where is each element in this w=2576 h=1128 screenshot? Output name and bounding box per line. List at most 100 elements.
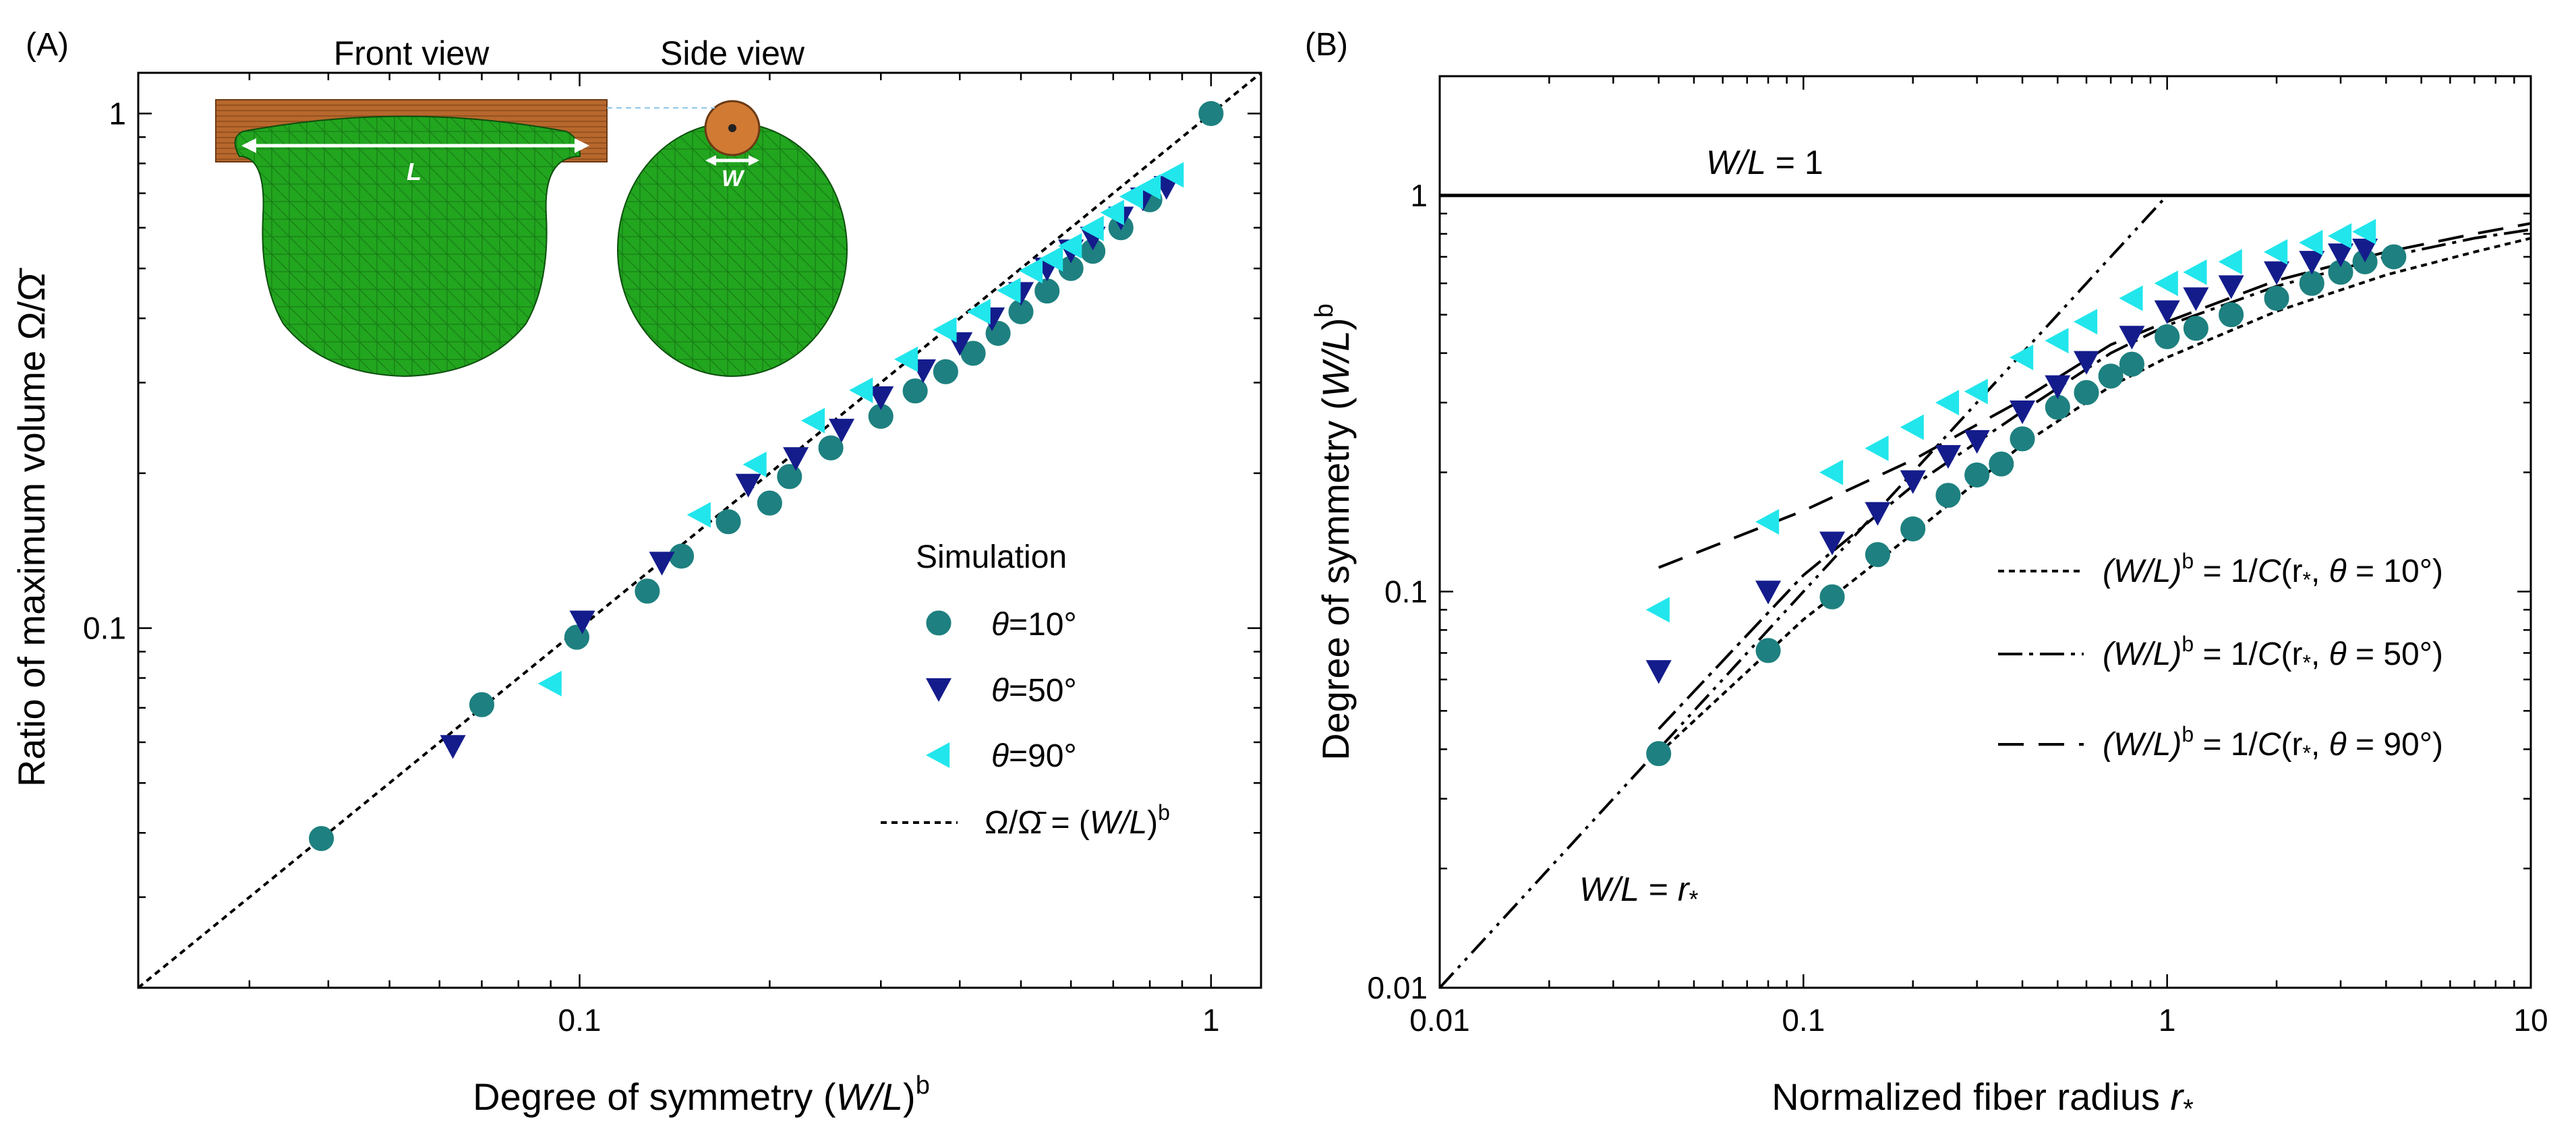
- data-point: [2154, 270, 2178, 297]
- panel-a-legend: Simulation θ=10° θ=50° θ=90° Ω/Ω̄ = (W/L…: [881, 539, 1170, 841]
- side-view-title: Side view: [660, 34, 805, 72]
- y-tick-label: 1: [109, 96, 126, 131]
- data-point: [649, 552, 675, 576]
- data-point: [2218, 275, 2244, 299]
- data-point: [933, 359, 958, 384]
- data-point: [2352, 218, 2376, 245]
- data-point: [1865, 502, 1891, 526]
- data-point: [997, 277, 1021, 303]
- panel-b-ticks: 0.01 0.1 1 10 0.01 0.1 1: [1367, 75, 2548, 1038]
- legend-title: Simulation: [916, 539, 1067, 575]
- data-point: [1198, 100, 1224, 126]
- x-tick-label: 10: [2513, 1003, 2548, 1038]
- data-point: [2155, 324, 2180, 349]
- data-point: [2381, 244, 2407, 270]
- data-point: [309, 826, 334, 852]
- legend-entry-theta10: θ=10°: [991, 607, 1077, 643]
- data-point: [2074, 309, 2098, 335]
- data-point: [1755, 508, 1780, 535]
- data-point: [469, 692, 494, 717]
- y-tick-label: 1: [1410, 178, 1428, 213]
- panel-a-y-axis-title: Ratio of maximum volume Ω/Ω̄: [10, 268, 53, 787]
- data-point: [2352, 239, 2378, 263]
- data-point: [1119, 183, 1144, 210]
- data-point: [1964, 429, 1990, 454]
- data-point: [1039, 245, 1063, 272]
- data-point: [1018, 258, 1043, 284]
- data-point: [1645, 597, 1670, 623]
- data-point: [1034, 278, 1060, 304]
- data-point: [2218, 249, 2242, 275]
- data-point: [2074, 380, 2099, 405]
- data-point: [2183, 287, 2209, 311]
- panel-b-plot-frame: [1438, 75, 2532, 989]
- data-point: [2010, 345, 2034, 371]
- x-tick-label: 1: [2159, 1003, 2176, 1038]
- data-point: [2327, 243, 2353, 268]
- x-tick-label: 0.1: [558, 1003, 602, 1038]
- legend-b-entry-theta10: (W/L)b = 1/C(r*, θ = 10°): [2103, 549, 2443, 592]
- data-point: [1080, 215, 1104, 241]
- data-point: [2264, 239, 2288, 265]
- data-point: [2119, 285, 2143, 311]
- data-point: [894, 346, 918, 372]
- legend-marker-theta10: [926, 610, 952, 636]
- data-point: [1989, 451, 2014, 477]
- panel-a: (A) 0.1 1 0.1 1 L W Front view Side view: [10, 27, 1262, 1118]
- data-point: [2119, 326, 2145, 350]
- data-point: [800, 407, 825, 434]
- data-point: [2219, 302, 2244, 328]
- data-point: [1137, 174, 1161, 200]
- data-point: [1964, 378, 1988, 405]
- data-point: [2010, 400, 2036, 425]
- data-point: [537, 670, 562, 696]
- data-point: [2183, 316, 2208, 341]
- data-point: [933, 317, 957, 343]
- data-point: [2264, 285, 2289, 311]
- panel-a-x-axis-title: Degree of symmetry (W/L)b: [473, 1071, 930, 1118]
- width-arrow-left-head: [705, 155, 716, 166]
- data-point: [1755, 581, 1782, 605]
- data-point: [783, 447, 809, 471]
- panel-b-legend: (W/L)b = 1/C(r*, θ = 10°) (W/L)b = 1/C(r…: [1998, 549, 2443, 765]
- panel-b-label: (B): [1305, 27, 1348, 63]
- data-point: [1755, 638, 1781, 663]
- panel-b-y-axis-title: Degree of symmetry (W/L)b: [1310, 303, 1357, 761]
- legend-b-entry-theta90: (W/L)b = 1/C(r*, θ = 90°): [2103, 722, 2443, 765]
- data-point: [2119, 351, 2144, 377]
- front-view-title: Front view: [334, 34, 490, 72]
- model-line: [1438, 194, 2169, 989]
- data-point: [2299, 229, 2323, 256]
- data-point: [1819, 459, 1844, 485]
- x-tick-label: 1: [1202, 1003, 1220, 1038]
- data-point: [2154, 300, 2180, 324]
- length-arrow-left-head: [241, 138, 256, 153]
- data-point: [2264, 261, 2290, 285]
- data-point: [849, 377, 873, 403]
- legend-entry-theta90: θ=90°: [991, 738, 1077, 774]
- legend-b-entry-theta50: (W/L)b = 1/C(r*, θ = 50°): [2103, 632, 2443, 675]
- data-point: [1935, 390, 1960, 416]
- panel-a-plot-frame: [137, 71, 1262, 989]
- data-point: [2327, 223, 2352, 249]
- legend-marker-theta50: [926, 678, 952, 702]
- data-point: [1935, 483, 1961, 508]
- data-point: [1645, 660, 1672, 684]
- data-point: [686, 502, 711, 528]
- droplet-front-view: [234, 115, 581, 378]
- x-tick-label: 0.1: [1782, 1003, 1825, 1038]
- x-tick-label: 0.01: [1409, 1003, 1470, 1038]
- panel-b: (B) 0.01 0.1 1 100.010.11 W/L = 1 W/L = r* …: [1305, 27, 2548, 1124]
- y-tick-label: 0.1: [83, 611, 126, 646]
- droplet-inset: L W Front view Side view: [215, 34, 848, 378]
- model-line: [1658, 228, 2531, 730]
- data-point: [777, 464, 802, 489]
- y-tick-label: 0.01: [1367, 970, 1428, 1005]
- data-point: [2299, 270, 2324, 296]
- data-point: [564, 624, 589, 650]
- data-point: [902, 378, 928, 404]
- data-point: [1646, 741, 1672, 767]
- data-point: [1058, 233, 1082, 259]
- y-tick-label: 0.1: [1384, 574, 1428, 609]
- data-point: [1964, 462, 1990, 487]
